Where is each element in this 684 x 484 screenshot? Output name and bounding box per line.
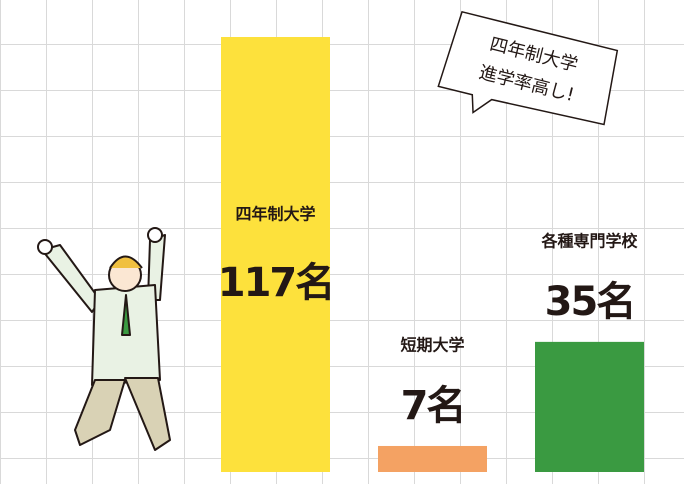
value-label: 117名 xyxy=(218,260,334,306)
person xyxy=(37,227,171,451)
category-label: 四年制大学 xyxy=(235,205,315,224)
bar xyxy=(378,445,487,472)
value-label: 7名 xyxy=(401,383,465,429)
speech-bubble: 四年制大学 進学率高し! xyxy=(437,10,619,126)
bar xyxy=(535,341,644,472)
category-label: 短期大学 xyxy=(400,335,464,354)
bar xyxy=(221,37,330,472)
category-label: 各種専門学校 xyxy=(540,231,638,250)
value-label: 35名 xyxy=(545,279,635,325)
